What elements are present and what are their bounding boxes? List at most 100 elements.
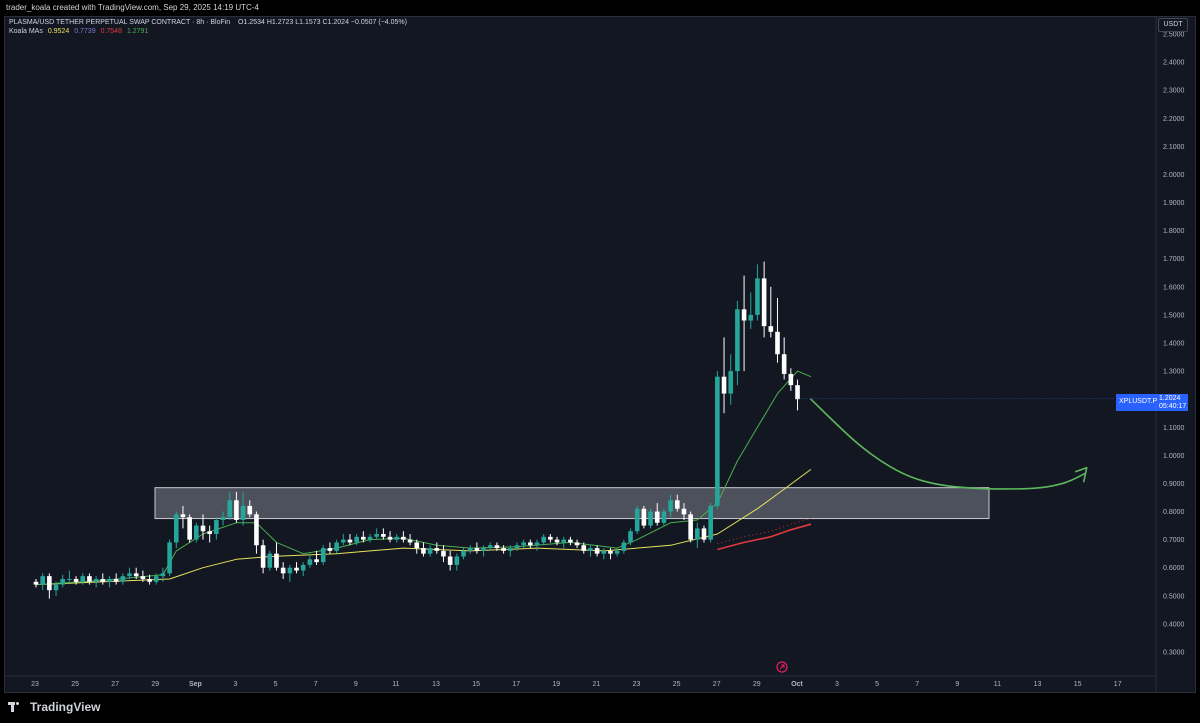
projection-arrowhead: [1074, 466, 1088, 483]
candle: [381, 528, 386, 540]
candle: [621, 539, 627, 554]
time-tick-label: 29: [753, 681, 761, 688]
candle: [407, 534, 413, 546]
time-tick-label: 7: [314, 681, 318, 688]
chart-panel[interactable]: [4, 16, 1196, 693]
alert-icon[interactable]: [776, 661, 788, 673]
candle: [708, 503, 713, 543]
time-tick-label: 3: [835, 681, 839, 688]
candle: [688, 511, 693, 543]
candle: [715, 371, 720, 509]
tradingview-logo[interactable]: TradingView: [8, 700, 100, 714]
candle: [147, 574, 152, 585]
time-tick-label: 19: [552, 681, 560, 688]
candle-body: [167, 542, 172, 574]
candle: [461, 548, 466, 560]
candle-body: [621, 542, 627, 551]
symbol-header: PLASMA/USD TETHER PERPETUAL SWAP CONTRAC…: [9, 19, 407, 26]
candle: [67, 570, 72, 582]
demand-zone-box: [154, 487, 990, 520]
candle: [695, 522, 700, 549]
price-tick-label: 2.1000: [1163, 144, 1185, 151]
candle-body: [735, 309, 740, 372]
price-tick-label: 2.2000: [1163, 116, 1185, 123]
indicator-legend[interactable]: Koala MAs 0.9524 0.7739 0.7548 1.2791: [9, 28, 151, 35]
candle-body: [487, 545, 493, 549]
candle: [113, 573, 119, 585]
candle-body: [695, 528, 700, 540]
candle: [528, 539, 533, 549]
candle: [741, 275, 747, 372]
candle-body: [180, 514, 186, 518]
candle-body: [207, 531, 212, 535]
candle: [60, 574, 66, 588]
candle-body: [755, 278, 760, 315]
candle-body: [40, 576, 45, 585]
candle: [214, 517, 219, 540]
candle: [167, 539, 172, 577]
candle: [100, 573, 106, 585]
candle-body: [254, 514, 259, 546]
candle-body: [541, 536, 546, 543]
last-price-value: 1.2024: [1159, 395, 1181, 402]
price-axis[interactable]: 2.5000 2.4000 2.3000 2.2000 2.1000 2.0000 1.90…: [1163, 32, 1185, 657]
candle-body: [214, 519, 219, 535]
candle-body: [240, 505, 246, 520]
candle-body: [454, 556, 460, 565]
price-tick-label: 1.6000: [1163, 284, 1185, 291]
candle: [87, 573, 92, 585]
candle: [467, 545, 473, 554]
candle-body: [788, 373, 794, 386]
candle-body: [220, 517, 226, 520]
candle: [781, 337, 787, 380]
candle-body: [113, 578, 119, 582]
projection-curve: [810, 398, 1086, 490]
candle-body: [728, 371, 734, 394]
candle: [541, 534, 546, 546]
tradingview-logo-icon: [8, 702, 24, 712]
price-tick-label: 0.5000: [1163, 593, 1185, 600]
candle: [287, 564, 293, 582]
candle: [227, 491, 233, 520]
candle: [254, 511, 259, 554]
indicator-value-4: 1.2791: [126, 28, 149, 35]
candle: [414, 539, 420, 554]
candle-body: [588, 548, 593, 551]
candle-body: [554, 539, 560, 543]
candle: [601, 548, 607, 560]
candle-body: [160, 573, 166, 577]
candle-body: [347, 539, 353, 543]
candle-body: [581, 545, 587, 551]
candle: [187, 514, 192, 543]
candle: [314, 550, 319, 565]
time-tick-label: 11: [994, 681, 1001, 688]
credit-text: trader_koala created with TradingView.co…: [6, 3, 259, 12]
candle: [534, 539, 540, 551]
time-axis[interactable]: 23 25 27 29 Sep 3 5 7 9 11 13 15 17 19 21 23 25 27 29 Oct 3 5…: [31, 681, 1122, 688]
candle-body: [33, 581, 39, 585]
price-tick-label: 2.3000: [1163, 88, 1185, 95]
candles-layer: [33, 261, 800, 599]
candle: [454, 553, 460, 571]
candle-body: [247, 505, 253, 515]
candle-body: [427, 548, 433, 554]
candle: [561, 536, 567, 549]
indicator-value-2: 0.7739: [74, 28, 96, 35]
price-tick-label: 2.4000: [1163, 60, 1185, 67]
price-tick-label: 1.7000: [1163, 256, 1185, 263]
time-tick-label: Oct: [791, 681, 803, 688]
candle: [73, 576, 79, 585]
currency-selector[interactable]: USDT: [1158, 18, 1188, 32]
candle-body: [307, 559, 313, 565]
candle-body: [661, 511, 667, 523]
candle: [220, 511, 226, 526]
candle-body: [354, 536, 359, 543]
candle-body: [775, 331, 780, 355]
candle-body: [367, 536, 373, 540]
candle-body: [93, 578, 99, 582]
candle-body: [73, 578, 79, 582]
candle-body: [314, 559, 319, 563]
candle-body: [414, 542, 420, 549]
candle: [668, 494, 673, 518]
